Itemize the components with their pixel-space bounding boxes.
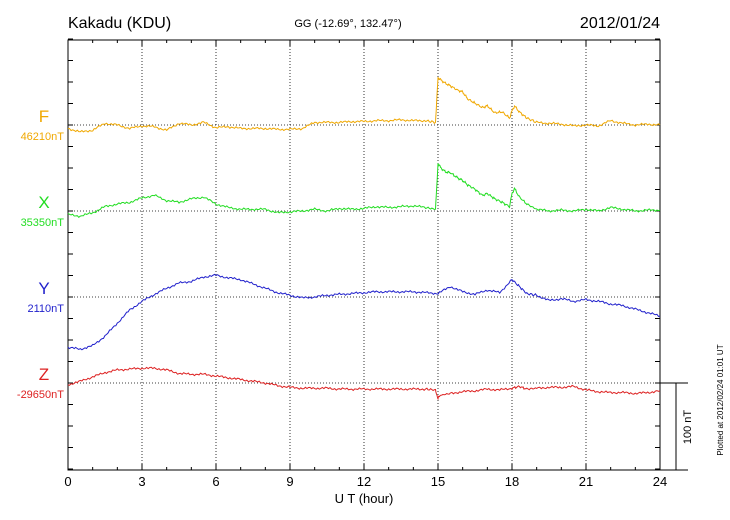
series-line-f (67, 77, 661, 133)
x-tick-label: 12 (357, 474, 371, 489)
series-baseline-f: 46210nT (21, 131, 65, 143)
station-title: Kakadu (KDU) (68, 15, 171, 32)
date-label: 2012/01/24 (580, 15, 660, 32)
x-tick-label: 21 (579, 474, 593, 489)
scale-bar-label: 100 nT (682, 410, 694, 445)
plot-frame (67, 39, 661, 471)
x-tick-label: 9 (286, 474, 293, 489)
x-tick-label: 15 (431, 474, 445, 489)
plotted-timestamp: Plotted at 2012/02/24 01:01 UT (716, 344, 725, 455)
series-name-z: Z (39, 365, 49, 384)
series-baseline-z: -29650nT (17, 389, 64, 401)
x-tick-labels: 0 3 6 9 12 15 18 21 24 (64, 474, 667, 489)
series-baseline-y: 2110nT (28, 303, 65, 315)
x-axis-label: U T (hour) (335, 491, 394, 506)
x-tick-label: 3 (138, 474, 145, 489)
grid-lines (68, 40, 660, 470)
series-name-f: F (39, 107, 49, 126)
series-labels: F 46210nT X 35350nT Y 2110nT Z -29650nT (17, 107, 64, 401)
series-name-x: X (38, 193, 49, 212)
axis-ticks (67, 38, 661, 470)
x-tick-label: 0 (64, 474, 71, 489)
series-name-y: Y (38, 279, 49, 298)
series-line-y (67, 273, 661, 351)
x-tick-label: 24 (653, 474, 667, 489)
series-group (67, 77, 661, 401)
scale-bar: 100 nT (660, 382, 694, 471)
series-line-x (67, 163, 661, 218)
series-line-z (67, 366, 661, 401)
station-coordinates: GG (-12.69°, 132.47°) (294, 18, 401, 30)
series-baseline-x: 35350nT (21, 217, 65, 229)
x-tick-label: 18 (505, 474, 519, 489)
x-tick-label: 6 (212, 474, 219, 489)
